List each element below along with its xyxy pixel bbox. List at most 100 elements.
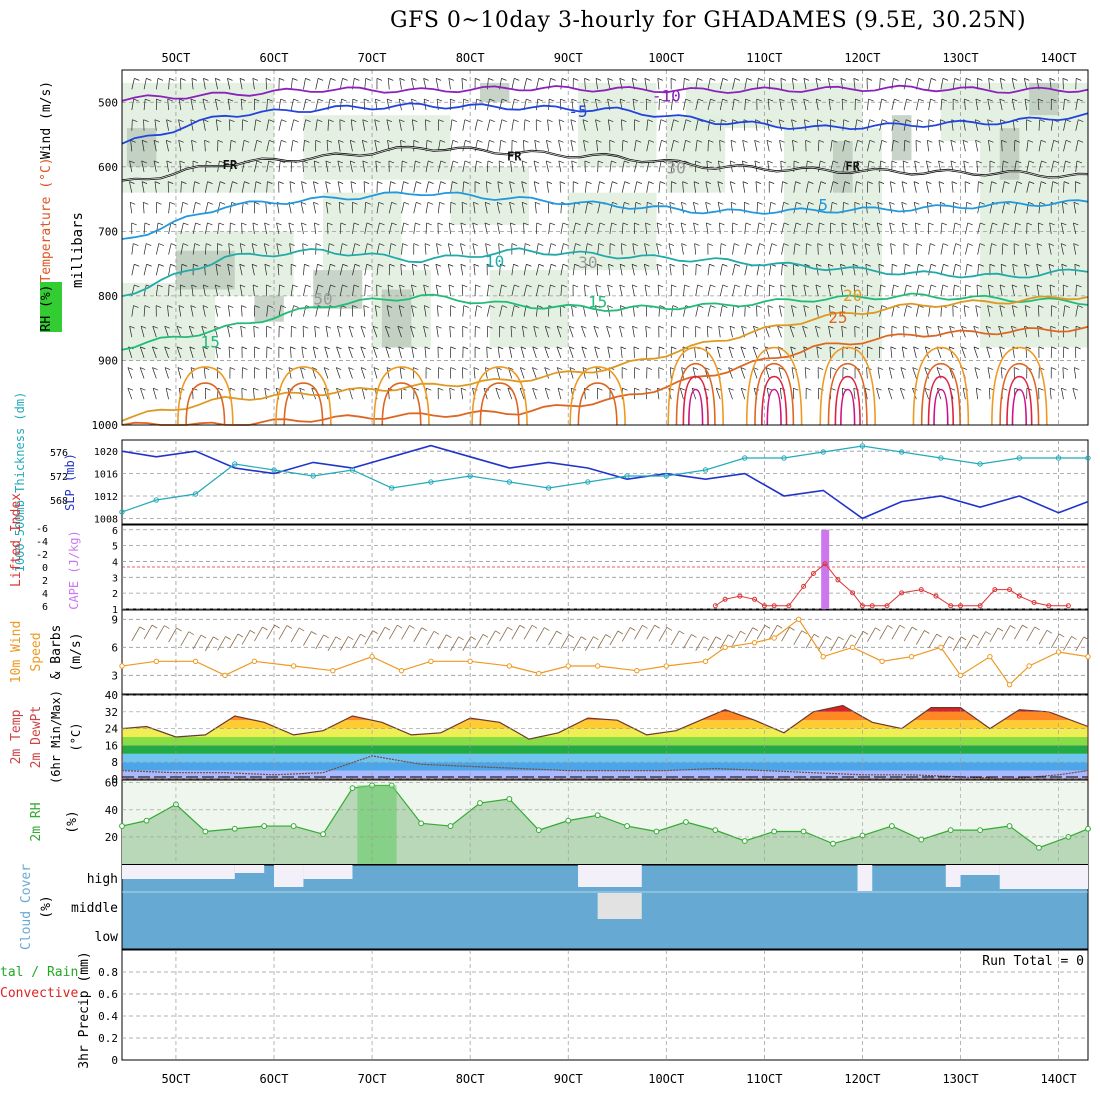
wind-barb: [805, 222, 809, 235]
wind-barb: [388, 202, 392, 214]
rh-marker: [143, 817, 150, 824]
wind-barb: [143, 284, 147, 296]
wind-barb-flag: [292, 140, 299, 143]
wind-barb-flag: [978, 181, 984, 184]
wind-barb-flag: [571, 160, 577, 164]
wind-barb: [765, 326, 770, 338]
wind-barb-flag: [718, 201, 724, 205]
wind-barb: [1050, 160, 1054, 173]
wind-barb: [252, 222, 255, 234]
wind-barb: [180, 202, 184, 214]
wind-barb: [288, 222, 292, 235]
wind-barb-flag: [487, 325, 493, 329]
wind-barb-flag: [502, 305, 508, 308]
wind-barb: [1038, 305, 1040, 317]
wind-barb: [313, 202, 317, 214]
wind-barb: [155, 243, 160, 255]
wind-barb-flag: [192, 160, 199, 164]
warm-cell-contour: [667, 346, 724, 426]
wind-barb: [609, 181, 613, 193]
wind-barb: [462, 98, 464, 111]
wind-barb-flag: [830, 222, 836, 226]
wind-barb-flag: [475, 325, 481, 329]
wind10m-barb-flag: [298, 627, 305, 632]
wind-barb-flag: [462, 346, 469, 350]
wind-barb: [987, 305, 991, 317]
wind-barb-flag: [388, 78, 394, 81]
wind-barb-flag: [251, 243, 258, 246]
wind-barb-flag: [661, 140, 667, 143]
wind-barb-flag: [767, 160, 773, 164]
wind-barb-flag: [658, 325, 664, 329]
wind-barb-flag: [619, 325, 625, 329]
wind-barb: [594, 98, 598, 111]
li-marker: [884, 603, 890, 609]
warm-cell-contour: [569, 366, 626, 426]
wind-barb-flag: [594, 346, 600, 350]
wind-barb: [631, 264, 635, 276]
wind-barb-flag: [169, 201, 175, 205]
warm-cell-contour: [177, 366, 234, 426]
wind-barb-flag: [232, 181, 238, 184]
wind10m-barb: [180, 631, 190, 646]
wind-barb: [852, 264, 856, 276]
wind-barb: [556, 326, 562, 338]
wind-barb: [533, 181, 537, 193]
cloud-level-label: high: [87, 872, 118, 887]
wind-barb: [560, 222, 564, 235]
wind-barb: [324, 346, 329, 358]
wind-barb: [277, 367, 280, 379]
wind-barb-flag: [965, 284, 971, 288]
wind10m-barb-flag: [617, 630, 624, 635]
cloud-clear-gap: [578, 865, 642, 887]
wind-barb-flag: [403, 222, 409, 226]
wind-barb: [1000, 367, 1003, 379]
wind-barb: [521, 326, 525, 338]
wind10m-barb-flag: [997, 627, 1004, 632]
wind-barb-flag: [816, 305, 822, 308]
wind-speed-marker: [1085, 653, 1091, 660]
wind-barb-flag: [1027, 140, 1034, 143]
wind10m-barb: [364, 630, 374, 645]
wind-barb-flag: [378, 263, 384, 267]
wind-barb: [842, 119, 845, 131]
wind-barb: [646, 119, 649, 131]
wind-barb-flag: [513, 263, 519, 267]
wind-barb-flag: [832, 201, 838, 205]
wind-barb-flag: [203, 284, 209, 288]
wind-barb-flag: [987, 119, 993, 122]
wind-barb-flag: [729, 325, 736, 329]
temp-tick-label: 16: [105, 739, 118, 752]
slp-frame: [121, 439, 1089, 525]
wind-barb-flag: [975, 119, 981, 122]
wind-barb: [864, 243, 868, 255]
wind-barb: [694, 346, 697, 358]
wind-barb: [178, 140, 182, 152]
wind-barb: [556, 346, 562, 358]
wind-barb-flag: [178, 305, 185, 308]
wind-barb-flag: [313, 181, 319, 184]
wind-barb-flag: [133, 98, 139, 102]
isotherm-15: [121, 292, 1089, 351]
wind-barb: [202, 346, 206, 358]
wind-barb-flag: [403, 181, 409, 184]
wind-barb: [658, 99, 660, 111]
wind-barb: [864, 222, 868, 235]
wind-barb-flag: [415, 160, 421, 164]
wind-barb-flag: [585, 263, 592, 267]
time-label-top: 10OCT: [648, 51, 684, 65]
wind-barb-flag: [964, 181, 971, 184]
wind-barb: [1011, 98, 1015, 111]
wind-barb: [706, 326, 709, 338]
wind-barb-flag: [683, 325, 689, 329]
wind-barb-flag: [791, 98, 797, 102]
wind-barb: [572, 222, 576, 235]
wind-barb-flag: [450, 201, 456, 205]
wind-barb: [999, 346, 1003, 358]
wind-barb-flag: [545, 387, 551, 391]
wind-barb-flag: [1028, 160, 1035, 164]
wind-barb: [215, 346, 218, 358]
wind-barb: [989, 181, 992, 193]
wind-barb-flag: [313, 201, 319, 205]
wind-barb: [254, 181, 257, 193]
